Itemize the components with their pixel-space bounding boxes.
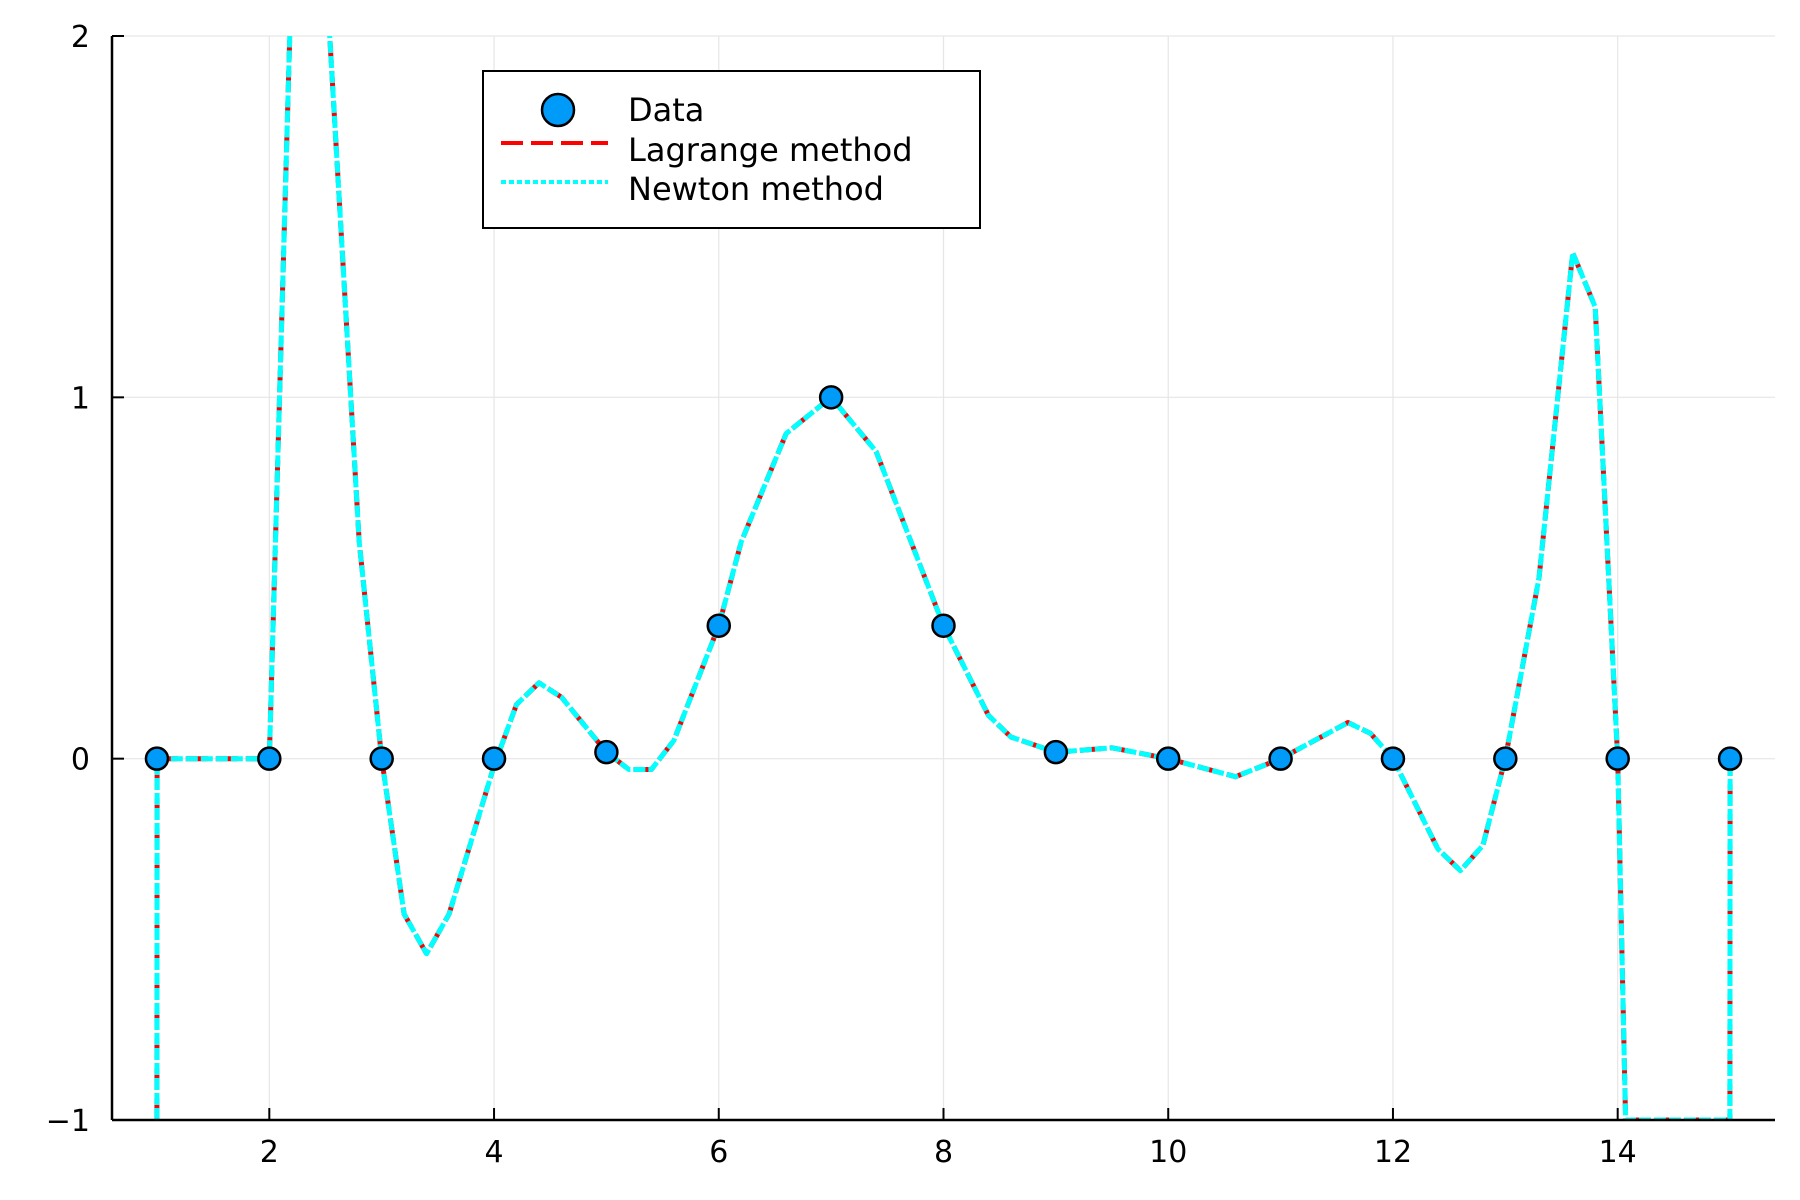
- x-tick-label: 10: [1149, 1135, 1187, 1170]
- data-point: [931, 613, 956, 638]
- x-tick-label: 6: [709, 1135, 728, 1170]
- x-tick-label: 4: [484, 1135, 503, 1170]
- markers-layer: [144, 385, 1743, 771]
- data-point: [1605, 746, 1630, 771]
- data-point: [1717, 746, 1743, 771]
- data-point: [144, 746, 170, 771]
- data-point: [1493, 746, 1518, 771]
- x-tick-label: 2: [260, 1135, 279, 1170]
- data-point: [1043, 739, 1069, 765]
- y-tick-label: −1: [46, 1104, 90, 1139]
- data-point: [257, 746, 282, 771]
- legend-label: Lagrange method: [628, 131, 913, 169]
- data-point: [706, 613, 732, 638]
- data-point: [481, 746, 507, 771]
- x-tick-label: 12: [1374, 1135, 1412, 1170]
- legend-marker-data: [540, 92, 576, 128]
- legend-label: Newton method: [628, 170, 884, 208]
- data-point: [594, 739, 619, 765]
- x-tick-label: 14: [1599, 1135, 1637, 1170]
- data-point: [369, 746, 394, 771]
- data-point: [818, 385, 844, 410]
- series-layer: [154, 36, 1733, 1120]
- y-tick-label: 1: [71, 381, 90, 416]
- data-point: [1155, 746, 1181, 771]
- data-point: [1268, 746, 1293, 771]
- y-tick-label: 0: [71, 743, 90, 778]
- legend-label: Data: [628, 91, 704, 129]
- y-tick-label: 2: [71, 20, 90, 55]
- series-line-newton-method: [154, 36, 1733, 1120]
- data-point: [1380, 746, 1406, 771]
- x-tick-label: 8: [934, 1135, 953, 1170]
